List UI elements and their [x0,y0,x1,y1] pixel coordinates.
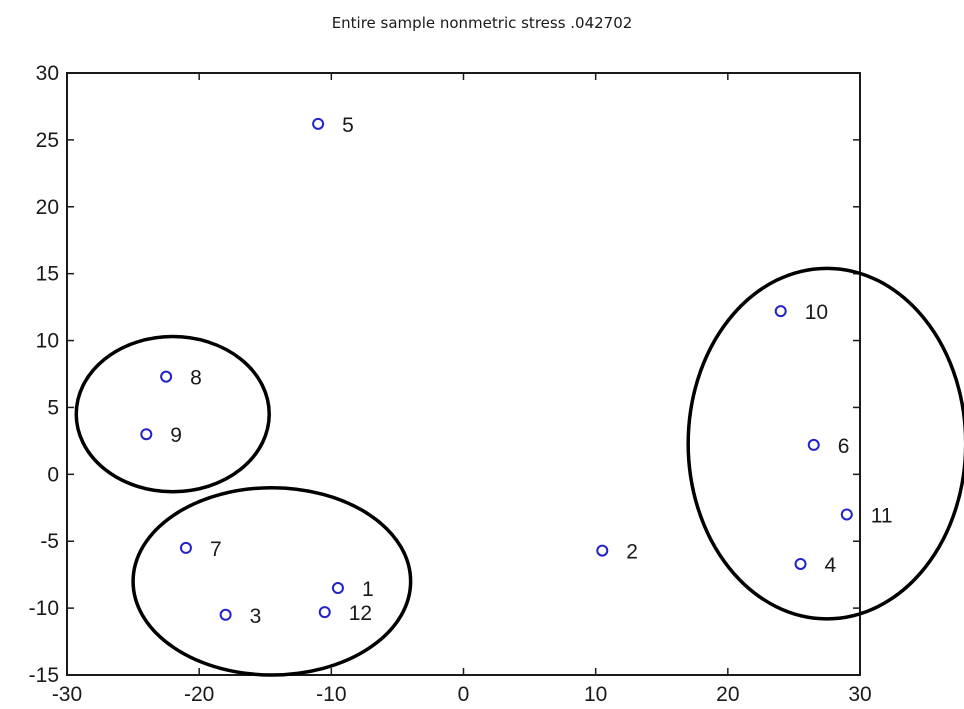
x-tick-label: -20 [184,683,214,706]
point-label: 2 [626,541,638,564]
point-label: 5 [342,114,354,137]
x-tick-label: 0 [458,683,470,706]
x-tick-label: 10 [584,683,607,706]
y-tick-label: 10 [36,330,59,353]
point-label: 9 [170,424,182,447]
y-tick-label: 0 [47,463,59,486]
cluster-ellipse [131,485,413,677]
data-point [331,582,344,595]
point-label: 6 [838,435,850,458]
y-tick-label: -10 [29,597,59,620]
y-tick-label: 25 [36,129,59,152]
y-tick-label: -5 [40,530,59,553]
point-label: 3 [250,605,262,628]
point-label: 12 [349,602,372,625]
x-tick-label: 30 [848,683,871,706]
point-label: 11 [871,504,893,527]
point-label: 1 [362,578,374,601]
y-tick-label: -15 [29,664,59,687]
ellipses-layer [74,266,964,677]
data-point [312,117,325,130]
x-tick-label: -10 [316,683,346,706]
data-point [140,428,153,441]
point-label: 8 [190,367,202,390]
chart-title: Entire sample nonmetric stress .042702 [331,14,633,32]
cluster-ellipse [686,266,964,621]
point-label: 10 [805,301,828,324]
data-point [219,608,232,621]
data-point [807,438,820,451]
data-point [774,305,787,318]
data-point [160,370,173,383]
plot-frame [66,72,861,676]
y-tick-label: 5 [47,396,59,419]
data-point [318,606,331,619]
y-tick-label: 30 [36,62,59,85]
y-tick-label: 15 [36,263,59,286]
x-tick-label: 20 [716,683,739,706]
point-label: 7 [210,538,222,561]
data-point [179,541,192,554]
data-point [596,544,609,557]
point-label: 4 [825,554,837,577]
x-tick-label: -30 [52,683,82,706]
data-point [840,508,853,521]
cluster-ellipse [74,334,271,494]
data-point [794,557,807,570]
y-tick-label: 20 [36,196,59,219]
